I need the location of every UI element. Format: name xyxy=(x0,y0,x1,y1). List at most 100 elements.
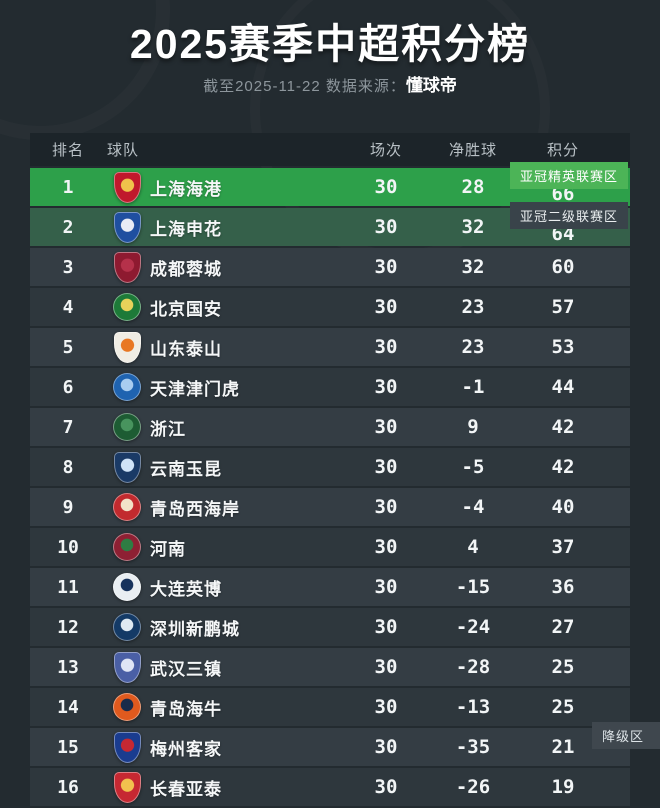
goal-diff-cell: -13 xyxy=(455,696,491,718)
played-cell: 30 xyxy=(374,736,398,758)
points-cell: 53 xyxy=(551,336,575,358)
table-row: 13 武汉三镇 30 -28 25 xyxy=(30,648,630,686)
team-name: 武汉三镇 xyxy=(150,659,222,679)
points-cell: 27 xyxy=(551,616,575,638)
table-row: 4 北京国安 30 23 57 xyxy=(30,288,630,326)
table-row: 6 天津津门虎 30 -1 44 xyxy=(30,368,630,406)
column-header-played: 场次 xyxy=(369,142,402,159)
rank-cell: 7 xyxy=(62,416,74,438)
table-row: 10 河南 30 4 37 xyxy=(30,528,630,566)
points-cell: 21 xyxy=(551,736,575,758)
played-cell: 30 xyxy=(374,216,398,238)
rank-cell: 12 xyxy=(57,616,79,638)
points-cell: 36 xyxy=(551,576,575,598)
as-of-text: 截至2025-11-22 数据来源： xyxy=(203,78,406,95)
team-name: 山东泰山 xyxy=(150,339,222,359)
played-cell: 30 xyxy=(374,776,398,798)
team-crest-icon xyxy=(113,451,141,483)
team-name: 天津津门虎 xyxy=(150,379,240,399)
table-row: 8 云南玉昆 30 -5 42 xyxy=(30,448,630,486)
goal-diff-cell: -35 xyxy=(455,736,491,758)
goal-diff-cell: -1 xyxy=(461,376,485,398)
goal-diff-cell: 4 xyxy=(467,536,479,558)
data-source: 懂球帝 xyxy=(405,76,457,95)
team-crest-icon xyxy=(113,251,141,283)
points-cell: 44 xyxy=(551,376,575,398)
table-row: 16 长春亚泰 30 -26 19 xyxy=(30,768,630,806)
team-name: 成都蓉城 xyxy=(150,259,222,279)
team-crest-icon xyxy=(113,613,141,641)
team-crest-icon xyxy=(113,533,141,561)
team-name: 梅州客家 xyxy=(150,739,222,759)
points-cell: 42 xyxy=(551,416,575,438)
goal-diff-cell: 32 xyxy=(461,256,485,278)
played-cell: 30 xyxy=(374,296,398,318)
team-crest-icon xyxy=(113,413,141,441)
rank-cell: 3 xyxy=(62,256,74,278)
team-crest-icon xyxy=(113,171,141,203)
column-header-team: 球队 xyxy=(107,142,140,159)
zone-label-acl-second: 亚冠二级联赛区 xyxy=(509,202,628,229)
table-row: 15 梅州客家 30 -35 21 xyxy=(30,728,630,766)
played-cell: 30 xyxy=(374,616,398,638)
table-row: 5 山东泰山 30 23 53 xyxy=(30,328,630,366)
rank-cell: 15 xyxy=(57,736,79,758)
played-cell: 30 xyxy=(374,536,398,558)
column-header-points: 积分 xyxy=(546,142,579,159)
team-crest-icon xyxy=(113,331,141,363)
played-cell: 30 xyxy=(374,416,398,438)
goal-diff-cell: -15 xyxy=(455,576,491,598)
team-crest-icon xyxy=(113,493,141,521)
table-row: 7 浙江 30 9 42 xyxy=(30,408,630,446)
team-crest-icon xyxy=(113,651,141,683)
points-cell: 19 xyxy=(551,776,575,798)
played-cell: 30 xyxy=(374,656,398,678)
team-name: 大连英博 xyxy=(150,579,222,599)
goal-diff-cell: -28 xyxy=(455,656,491,678)
points-cell: 25 xyxy=(551,656,575,678)
team-crest-icon xyxy=(113,573,141,601)
team-name: 上海海港 xyxy=(150,179,222,199)
rank-cell: 13 xyxy=(57,656,79,678)
goal-diff-cell: -24 xyxy=(455,616,491,638)
team-crest-icon xyxy=(113,373,141,401)
table-body: 1 上海海港 30 28 66 2 上海申花 30 32 64 3 成都蓉城 3… xyxy=(30,168,630,806)
rank-cell: 10 xyxy=(57,536,79,558)
zone-label-acl-elite: 亚冠精英联赛区 xyxy=(509,162,628,189)
goal-diff-cell: 23 xyxy=(461,336,485,358)
team-crest-icon xyxy=(113,211,141,243)
points-cell: 37 xyxy=(551,536,575,558)
goal-diff-cell: 28 xyxy=(461,176,485,198)
played-cell: 30 xyxy=(374,256,398,278)
team-crest-icon xyxy=(113,731,141,763)
table-row: 9 青岛西海岸 30 -4 40 xyxy=(30,488,630,526)
played-cell: 30 xyxy=(374,376,398,398)
points-cell: 40 xyxy=(551,496,575,518)
team-crest-icon xyxy=(113,771,141,803)
team-name: 河南 xyxy=(150,539,186,559)
points-cell: 25 xyxy=(551,696,575,718)
goal-diff-cell: 32 xyxy=(461,216,485,238)
table-row: 11 大连英博 30 -15 36 xyxy=(30,568,630,606)
team-name: 上海申花 xyxy=(150,219,222,239)
played-cell: 30 xyxy=(374,696,398,718)
rank-cell: 11 xyxy=(57,576,79,598)
played-cell: 30 xyxy=(374,496,398,518)
team-name: 深圳新鹏城 xyxy=(150,619,240,639)
table-row: 12 深圳新鹏城 30 -24 27 xyxy=(30,608,630,646)
points-cell: 60 xyxy=(551,256,575,278)
table-header-row: 排名 球队 场次 净胜球 积分 xyxy=(30,133,630,166)
team-name: 云南玉昆 xyxy=(150,459,222,479)
rank-cell: 6 xyxy=(62,376,74,398)
played-cell: 30 xyxy=(374,176,398,198)
points-cell: 42 xyxy=(551,456,575,478)
goal-diff-cell: -4 xyxy=(461,496,485,518)
goal-diff-cell: 23 xyxy=(461,296,485,318)
points-cell: 57 xyxy=(551,296,575,318)
table-row: 14 青岛海牛 30 -13 25 xyxy=(30,688,630,726)
team-crest-icon xyxy=(113,293,141,321)
page-title: 2025赛季中超积分榜 xyxy=(129,21,531,67)
goal-diff-cell: -26 xyxy=(455,776,491,798)
team-name: 浙江 xyxy=(150,419,186,439)
rank-cell: 9 xyxy=(62,496,74,518)
